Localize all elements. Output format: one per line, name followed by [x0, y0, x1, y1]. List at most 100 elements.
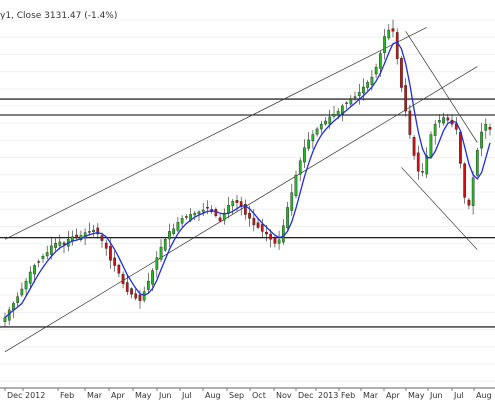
candle-down [459, 131, 462, 164]
candle-up [303, 147, 306, 163]
candle-up [353, 96, 357, 98]
candle-up [286, 207, 289, 228]
x-tick-label: Feb [341, 391, 355, 400]
x-tick-label: Oct [252, 391, 266, 400]
x-tick-label: Sep [229, 391, 244, 400]
candle-up [159, 246, 163, 260]
candle-down [395, 32, 399, 60]
candle-up [332, 113, 336, 117]
candle-down [113, 257, 116, 266]
candle-down [260, 224, 264, 232]
candle-up [425, 155, 429, 175]
candle-up [92, 229, 95, 233]
candle-up [433, 123, 437, 136]
candle-up [366, 82, 369, 88]
candle-up [379, 53, 382, 69]
x-tick-label: Nov [276, 391, 292, 400]
candle-down [121, 274, 125, 284]
candle-up [3, 317, 7, 322]
moving-average [4, 41, 491, 319]
candle-down [62, 242, 66, 245]
candle-up [201, 209, 205, 213]
candle-up [324, 120, 327, 125]
candle-up [172, 228, 175, 234]
x-tick-label: 2013 [318, 391, 338, 400]
x-tick-label: Feb [60, 391, 74, 400]
candle-down [243, 203, 247, 215]
candle-up [155, 257, 159, 270]
candle-down [117, 264, 121, 274]
candle-up [168, 231, 171, 240]
candle-up [362, 86, 365, 94]
candle-up [277, 239, 281, 244]
down-channel-lower-line [401, 167, 478, 250]
candle-up [58, 241, 62, 246]
upper-channel-line [4, 27, 427, 240]
moving-average-line [4, 41, 491, 319]
x-tick-label: Jul [181, 391, 192, 400]
candle-down [256, 222, 260, 228]
candle-up [484, 123, 488, 131]
candle-up [16, 296, 19, 303]
candle-up [328, 116, 332, 125]
x-tick-label: Aug [476, 391, 492, 400]
candle-up [227, 205, 230, 214]
candle-up [438, 120, 441, 123]
x-tick-label: Aug [205, 391, 221, 400]
candle-up [87, 231, 91, 233]
candle-up [282, 225, 285, 243]
x-tick-label: Apr [111, 391, 126, 400]
x-tick-label: Mar [363, 391, 379, 400]
candle-up [231, 201, 235, 206]
x-tick-label: Jun [429, 391, 443, 400]
candle-down [467, 199, 471, 206]
candle-up [50, 245, 53, 255]
candle-up [24, 280, 28, 290]
candle-up [193, 212, 197, 216]
candle-up [374, 66, 378, 75]
trend-lines [4, 27, 478, 353]
x-tick-label: May [135, 391, 152, 400]
candle-down [130, 288, 133, 295]
candle-up [315, 128, 319, 135]
candle-down [408, 110, 412, 135]
candle-up [383, 36, 386, 53]
candles [3, 19, 492, 328]
candle-down [252, 217, 256, 226]
candle-down [412, 137, 416, 156]
candle-down [100, 235, 104, 241]
candle-down [235, 200, 239, 203]
x-tick-label: 2012 [25, 391, 45, 400]
candle-down [265, 231, 268, 235]
candle-down [109, 245, 112, 261]
candle-up [476, 150, 479, 176]
candle-up [298, 160, 302, 175]
candle-down [125, 282, 129, 292]
candle-up [222, 212, 226, 221]
x-tick-label: May [408, 391, 425, 400]
candle-down [488, 127, 492, 130]
candle-up [146, 280, 150, 290]
candle-up [28, 271, 32, 284]
candle-up [349, 99, 353, 105]
x-tick-label: Jun [158, 391, 172, 400]
grid [0, 19, 495, 382]
candle-up [45, 252, 49, 257]
candle-down [273, 237, 277, 244]
candle-up [307, 139, 310, 149]
candle-down [134, 293, 138, 299]
candle-down [446, 117, 450, 121]
candle-down [269, 233, 272, 240]
candle-down [214, 209, 218, 216]
candle-up [429, 134, 433, 158]
candle-up [421, 171, 424, 173]
candle-up [387, 29, 391, 39]
x-tick-label: Dec [7, 391, 22, 400]
candle-down [104, 242, 108, 249]
candle-up [180, 218, 184, 224]
candle-down [248, 212, 251, 219]
candle-up [336, 110, 340, 116]
candle-up [311, 134, 315, 142]
candle-up [37, 261, 41, 263]
chart-header-text: y1, Close 3131.47 (-1.4%) [0, 11, 118, 21]
